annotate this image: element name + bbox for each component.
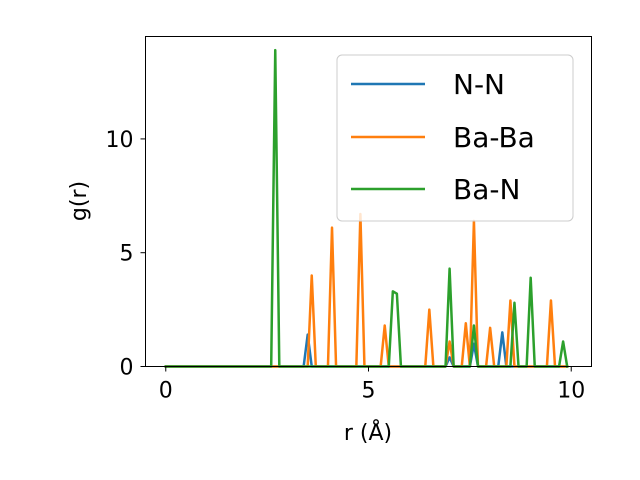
series-line-ba-ba <box>164 212 569 368</box>
legend: N-N Ba-Ba Ba-N <box>336 54 574 222</box>
legend-box <box>336 54 574 222</box>
y-axis: 0 5 10 <box>106 128 146 381</box>
y-tick-label: 0 <box>120 356 134 381</box>
legend-label: N-N <box>453 68 505 101</box>
y-tick-label: 5 <box>120 242 134 267</box>
x-axis-label: r (Å) <box>344 419 392 446</box>
x-axis: 0 5 10 <box>159 366 585 404</box>
y-axis-label: g(r) <box>67 181 92 221</box>
x-tick-label: 5 <box>362 379 376 404</box>
y-tick-label: 10 <box>106 128 134 153</box>
x-tick-label: 0 <box>159 379 173 404</box>
x-tick-label: 10 <box>557 379 585 404</box>
legend-entries: N-N Ba-Ba Ba-N <box>351 68 535 206</box>
legend-label: Ba-N <box>453 173 520 206</box>
legend-label: Ba-Ba <box>453 121 535 154</box>
